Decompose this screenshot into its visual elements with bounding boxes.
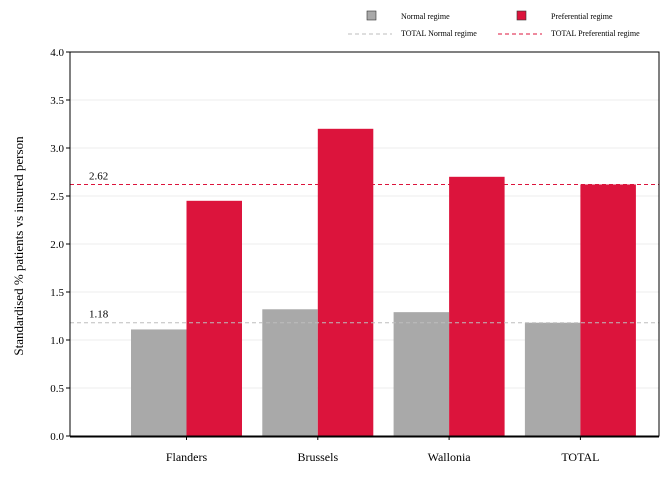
legend-label-preferential: Preferential regime (551, 12, 613, 21)
y-tick-label: 1.0 (50, 335, 64, 347)
reference-lines: 1.18 2.62 (70, 170, 659, 324)
y-tick-label: 0.0 (50, 431, 64, 443)
x-tick-label: Brussels (297, 450, 338, 464)
axes: 0.0 0.5 1.0 1.5 2.0 2.5 3.0 3.5 4.0 Flanders Bruss… (50, 47, 660, 464)
bar (186, 200, 242, 436)
reference-line-label: 2.62 (89, 170, 108, 182)
bars (131, 128, 636, 437)
x-tick-label: Flanders (166, 450, 208, 464)
bar (524, 322, 581, 436)
legend-label-total-preferential: TOTAL Preferential regime (551, 29, 640, 38)
legend-label-total-normal: TOTAL Normal regime (401, 29, 477, 38)
y-tick-label: 3.5 (50, 95, 64, 107)
legend-swatch-normal (366, 10, 377, 21)
bar (262, 309, 318, 436)
y-tick-label: 4.0 (50, 47, 64, 59)
bar (393, 312, 450, 436)
x-tick-label: TOTAL (561, 450, 599, 464)
y-axis-title: Standardised % patients vs insured perso… (11, 136, 26, 356)
legend-label-normal: Normal regime (401, 12, 450, 21)
y-tick-label: 0.5 (50, 383, 64, 395)
x-tick-label: Wallonia (428, 450, 472, 464)
y-tick-label: 1.5 (50, 287, 64, 299)
reference-line-label: 1.18 (89, 309, 109, 321)
y-tick-label: 2.5 (50, 191, 64, 203)
y-tick-label: 3.0 (50, 143, 64, 155)
plot-frame (69, 51, 660, 437)
y-tick-label: 2.0 (50, 239, 64, 251)
bar (131, 329, 187, 436)
bar (317, 128, 374, 437)
legend: Normal regime Preferential regime TOTAL … (348, 10, 640, 38)
bar (580, 184, 636, 436)
legend-swatch-preferential (516, 10, 527, 21)
bar (449, 176, 505, 437)
